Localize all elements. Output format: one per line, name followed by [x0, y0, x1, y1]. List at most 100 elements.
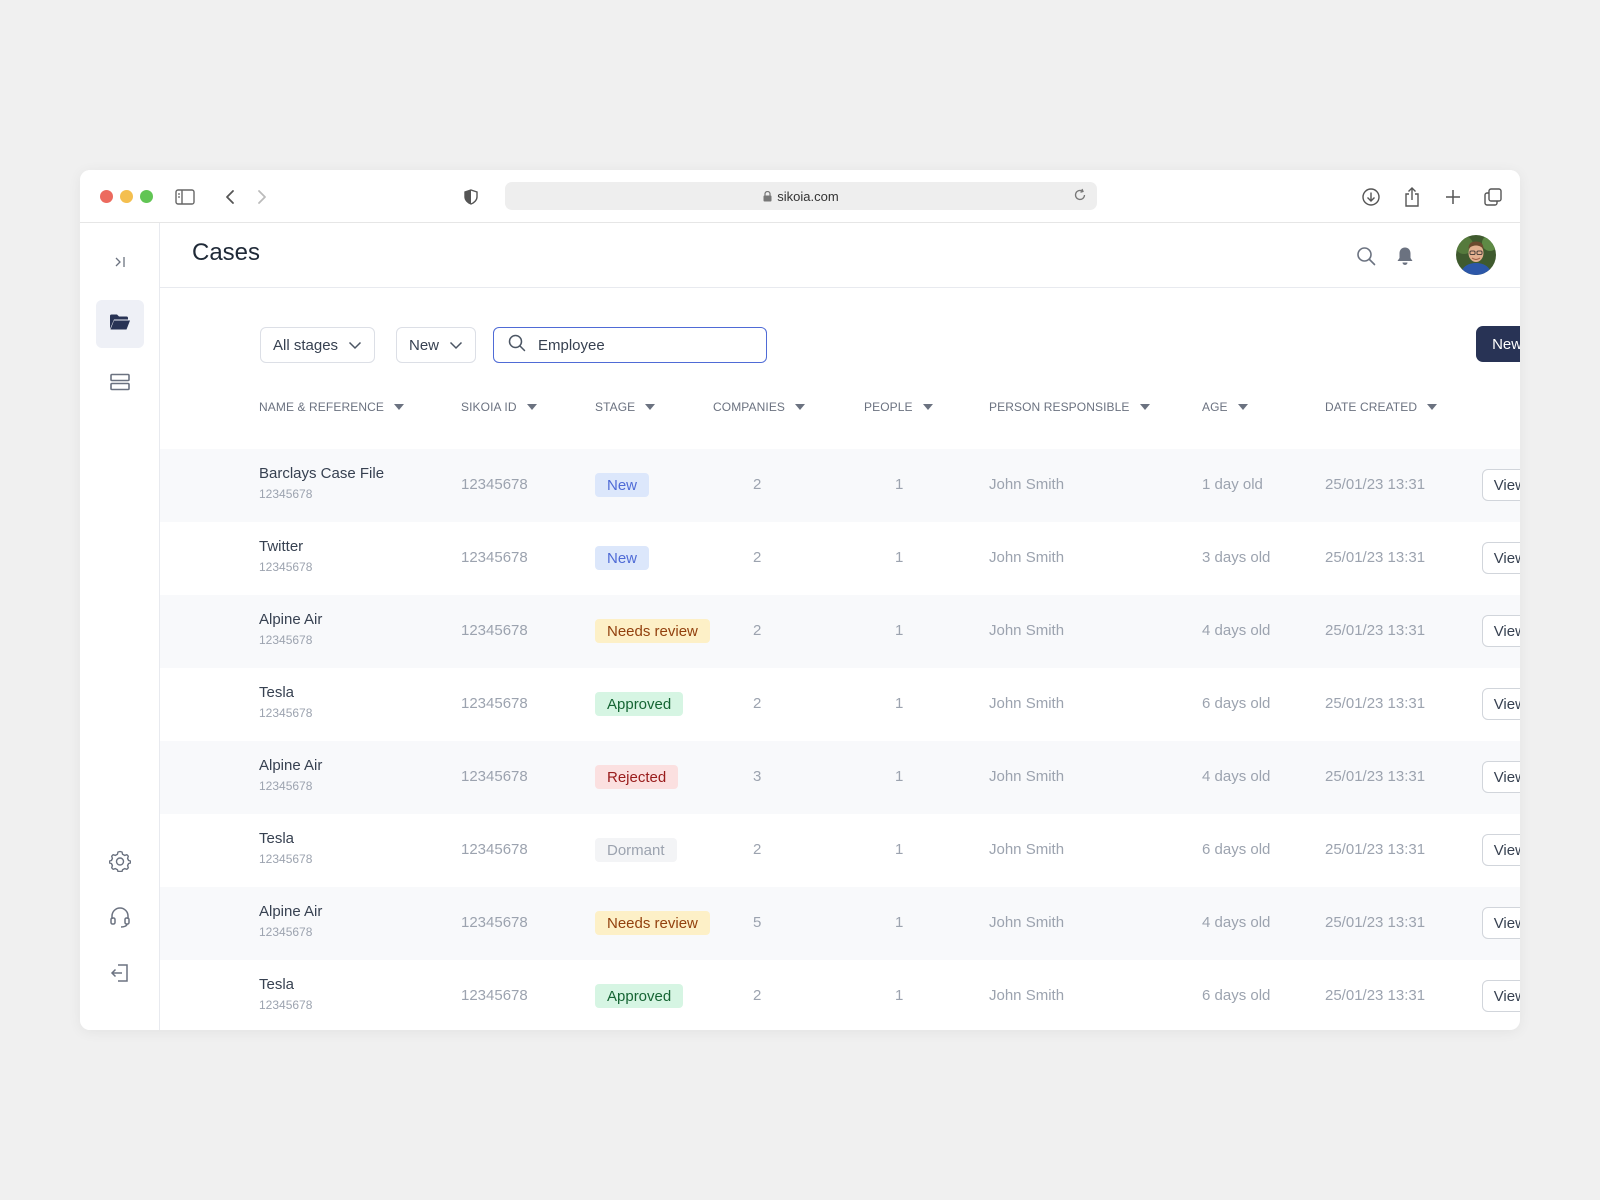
case-age: 4 days old — [1202, 768, 1271, 785]
stage-badge: Approved — [595, 692, 684, 716]
stage-badge: Rejected — [595, 765, 679, 789]
view-more-button[interactable]: View more — [1482, 761, 1520, 793]
stage-badge: New — [595, 473, 650, 497]
view-more-button[interactable]: View more — [1482, 615, 1520, 647]
companies-count: 3 — [753, 768, 762, 785]
sikoia-id: 12345678 — [461, 549, 528, 566]
date-created: 25/01/23 13:31 — [1325, 695, 1426, 712]
back-icon[interactable] — [218, 185, 242, 209]
case-name: Tesla — [259, 830, 295, 847]
sort-caret-icon — [1139, 404, 1150, 410]
people-count: 1 — [895, 914, 904, 931]
people-count: 1 — [895, 987, 904, 1004]
expand-sidebar-button[interactable] — [96, 240, 144, 288]
person-responsible: John Smith — [989, 476, 1065, 493]
column-header[interactable]: PERSON RESPONSIBLE — [989, 400, 1150, 414]
close-window-button[interactable] — [100, 190, 113, 203]
search-icon[interactable] — [1353, 243, 1379, 269]
column-header[interactable]: AGE — [1202, 400, 1248, 414]
page-header: Cases — [160, 223, 1520, 288]
column-header[interactable]: STAGE — [595, 400, 656, 414]
search-icon — [508, 334, 526, 357]
case-name-cell: Alpine Air 12345678 — [259, 903, 322, 939]
address-bar[interactable]: sikoia.com — [505, 182, 1097, 210]
table-row[interactable]: Alpine Air 12345678 12345678 Needs review 5 1… — [160, 887, 1520, 960]
table-row[interactable]: Tesla 12345678 12345678 Approved 2 1 John Smit… — [160, 960, 1520, 1030]
case-age: 4 days old — [1202, 914, 1271, 931]
column-header-label: STAGE — [595, 400, 636, 414]
people-count: 1 — [895, 549, 904, 566]
maximize-window-button[interactable] — [140, 190, 153, 203]
stage-badge: Needs review — [595, 619, 710, 643]
new-case-button[interactable]: New case — [1476, 326, 1520, 362]
column-header[interactable]: DATE CREATED — [1325, 400, 1438, 414]
tabs-overview-icon[interactable] — [1481, 185, 1505, 209]
table-row[interactable]: Tesla 12345678 12345678 Approved 2 1 John Smit… — [160, 668, 1520, 741]
minimize-window-button[interactable] — [120, 190, 133, 203]
sidebar-item-cases[interactable] — [96, 300, 144, 348]
column-header[interactable]: PEOPLE — [864, 400, 933, 414]
view-more-button[interactable]: View more — [1482, 980, 1520, 1012]
view-more-button[interactable]: View more — [1482, 542, 1520, 574]
case-reference: 12345678 — [259, 706, 313, 720]
case-reference: 12345678 — [259, 852, 313, 866]
sikoia-id: 12345678 — [461, 914, 528, 931]
person-responsible: John Smith — [989, 622, 1065, 639]
column-header[interactable]: COMPANIES — [713, 400, 806, 414]
bell-icon[interactable] — [1392, 243, 1418, 269]
case-age: 3 days old — [1202, 549, 1271, 566]
companies-count: 2 — [753, 549, 762, 566]
table-row[interactable]: Barclays Case File 12345678 12345678 New 2 1 J… — [160, 449, 1520, 522]
search-field[interactable] — [493, 327, 767, 363]
sort-caret-icon — [526, 404, 537, 410]
status-filter-dropdown[interactable]: New — [396, 327, 477, 363]
download-icon[interactable] — [1359, 185, 1383, 209]
list-icon — [110, 373, 130, 396]
table-row[interactable]: Alpine Air 12345678 12345678 Needs review 2 1… — [160, 595, 1520, 668]
stage-filter-dropdown[interactable]: All stages — [260, 327, 376, 363]
sidebar-toggle-icon[interactable] — [173, 185, 197, 209]
sidebar-item-support[interactable] — [96, 895, 144, 943]
page-title: Cases — [192, 239, 261, 266]
case-age: 6 days old — [1202, 695, 1271, 712]
sidebar-item-list[interactable] — [96, 360, 144, 408]
case-age: 6 days old — [1202, 987, 1271, 1004]
table-row[interactable]: Tesla 12345678 12345678 Dormant 2 1 John Smith… — [160, 814, 1520, 887]
view-more-button[interactable]: View more — [1482, 907, 1520, 939]
privacy-shield-icon[interactable] — [459, 185, 483, 209]
case-age: 1 day old — [1202, 476, 1263, 493]
lock-icon — [763, 190, 772, 202]
table-row[interactable]: Alpine Air 12345678 12345678 Rejected 3 1 John… — [160, 741, 1520, 814]
case-name: Alpine Air — [259, 757, 323, 774]
search-input[interactable] — [538, 336, 738, 354]
column-header[interactable]: NAME & REFERENCE — [259, 400, 404, 414]
column-header-label: COMPANIES — [713, 400, 786, 414]
sort-caret-icon — [645, 404, 656, 410]
person-responsible: John Smith — [989, 841, 1065, 858]
person-responsible: John Smith — [989, 549, 1065, 566]
column-header[interactable]: SIKOIA ID — [461, 400, 537, 414]
forward-icon[interactable] — [250, 185, 274, 209]
case-name: Tesla — [259, 684, 295, 701]
avatar[interactable] — [1456, 235, 1496, 275]
case-name: Twitter — [259, 538, 304, 555]
reload-icon[interactable] — [1073, 188, 1087, 202]
table-row[interactable]: Twitter 12345678 12345678 New 2 1 John Smith 3 … — [160, 522, 1520, 595]
new-tab-icon[interactable] — [1441, 185, 1465, 209]
case-name-cell: Tesla 12345678 — [259, 976, 312, 1012]
people-count: 1 — [895, 841, 904, 858]
person-responsible: John Smith — [989, 768, 1065, 785]
view-more-button[interactable]: View more — [1482, 834, 1520, 866]
case-reference: 12345678 — [259, 560, 313, 574]
sidebar-item-logout[interactable] — [96, 951, 144, 999]
stage-filter-label: All stages — [273, 336, 339, 354]
person-responsible: John Smith — [989, 914, 1065, 931]
sort-caret-icon — [393, 404, 404, 410]
view-more-button[interactable]: View more — [1482, 688, 1520, 720]
share-icon[interactable] — [1400, 185, 1424, 209]
view-more-button[interactable]: View more — [1482, 469, 1520, 501]
status-filter-label: New — [409, 336, 440, 354]
date-created: 25/01/23 13:31 — [1325, 987, 1426, 1004]
case-age: 6 days old — [1202, 841, 1271, 858]
sidebar-item-settings[interactable] — [96, 839, 144, 887]
